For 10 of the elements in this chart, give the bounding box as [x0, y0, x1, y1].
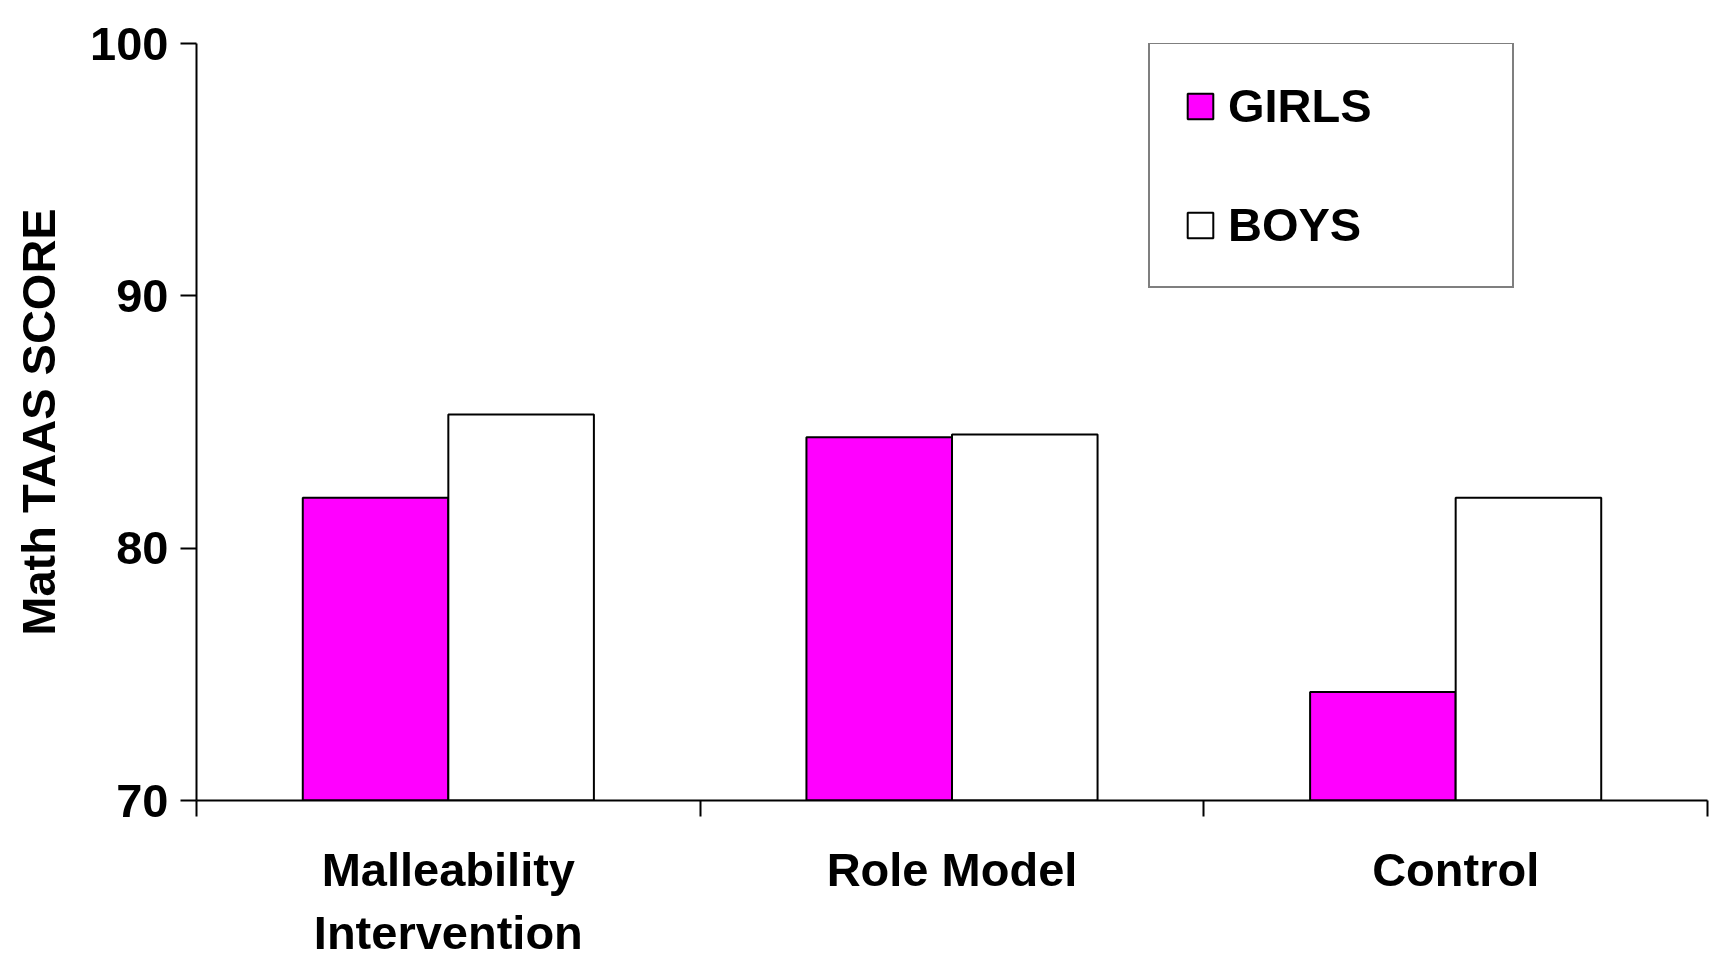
y-tick-label: 90: [116, 268, 169, 322]
y-axis-title: Math TAAS SCORE: [12, 208, 66, 636]
y-tick-label: 70: [116, 773, 169, 827]
y-tick-label: 100: [90, 16, 169, 70]
x-tick-label: Control: [1372, 842, 1540, 896]
y-tick-label: 80: [116, 521, 169, 575]
legend-label: BOYS: [1228, 197, 1363, 252]
x-tick-label: Malleability Intervention: [313, 842, 583, 960]
legend-label: GIRLS: [1228, 78, 1373, 133]
x-tick-label: Role Model: [826, 842, 1078, 896]
